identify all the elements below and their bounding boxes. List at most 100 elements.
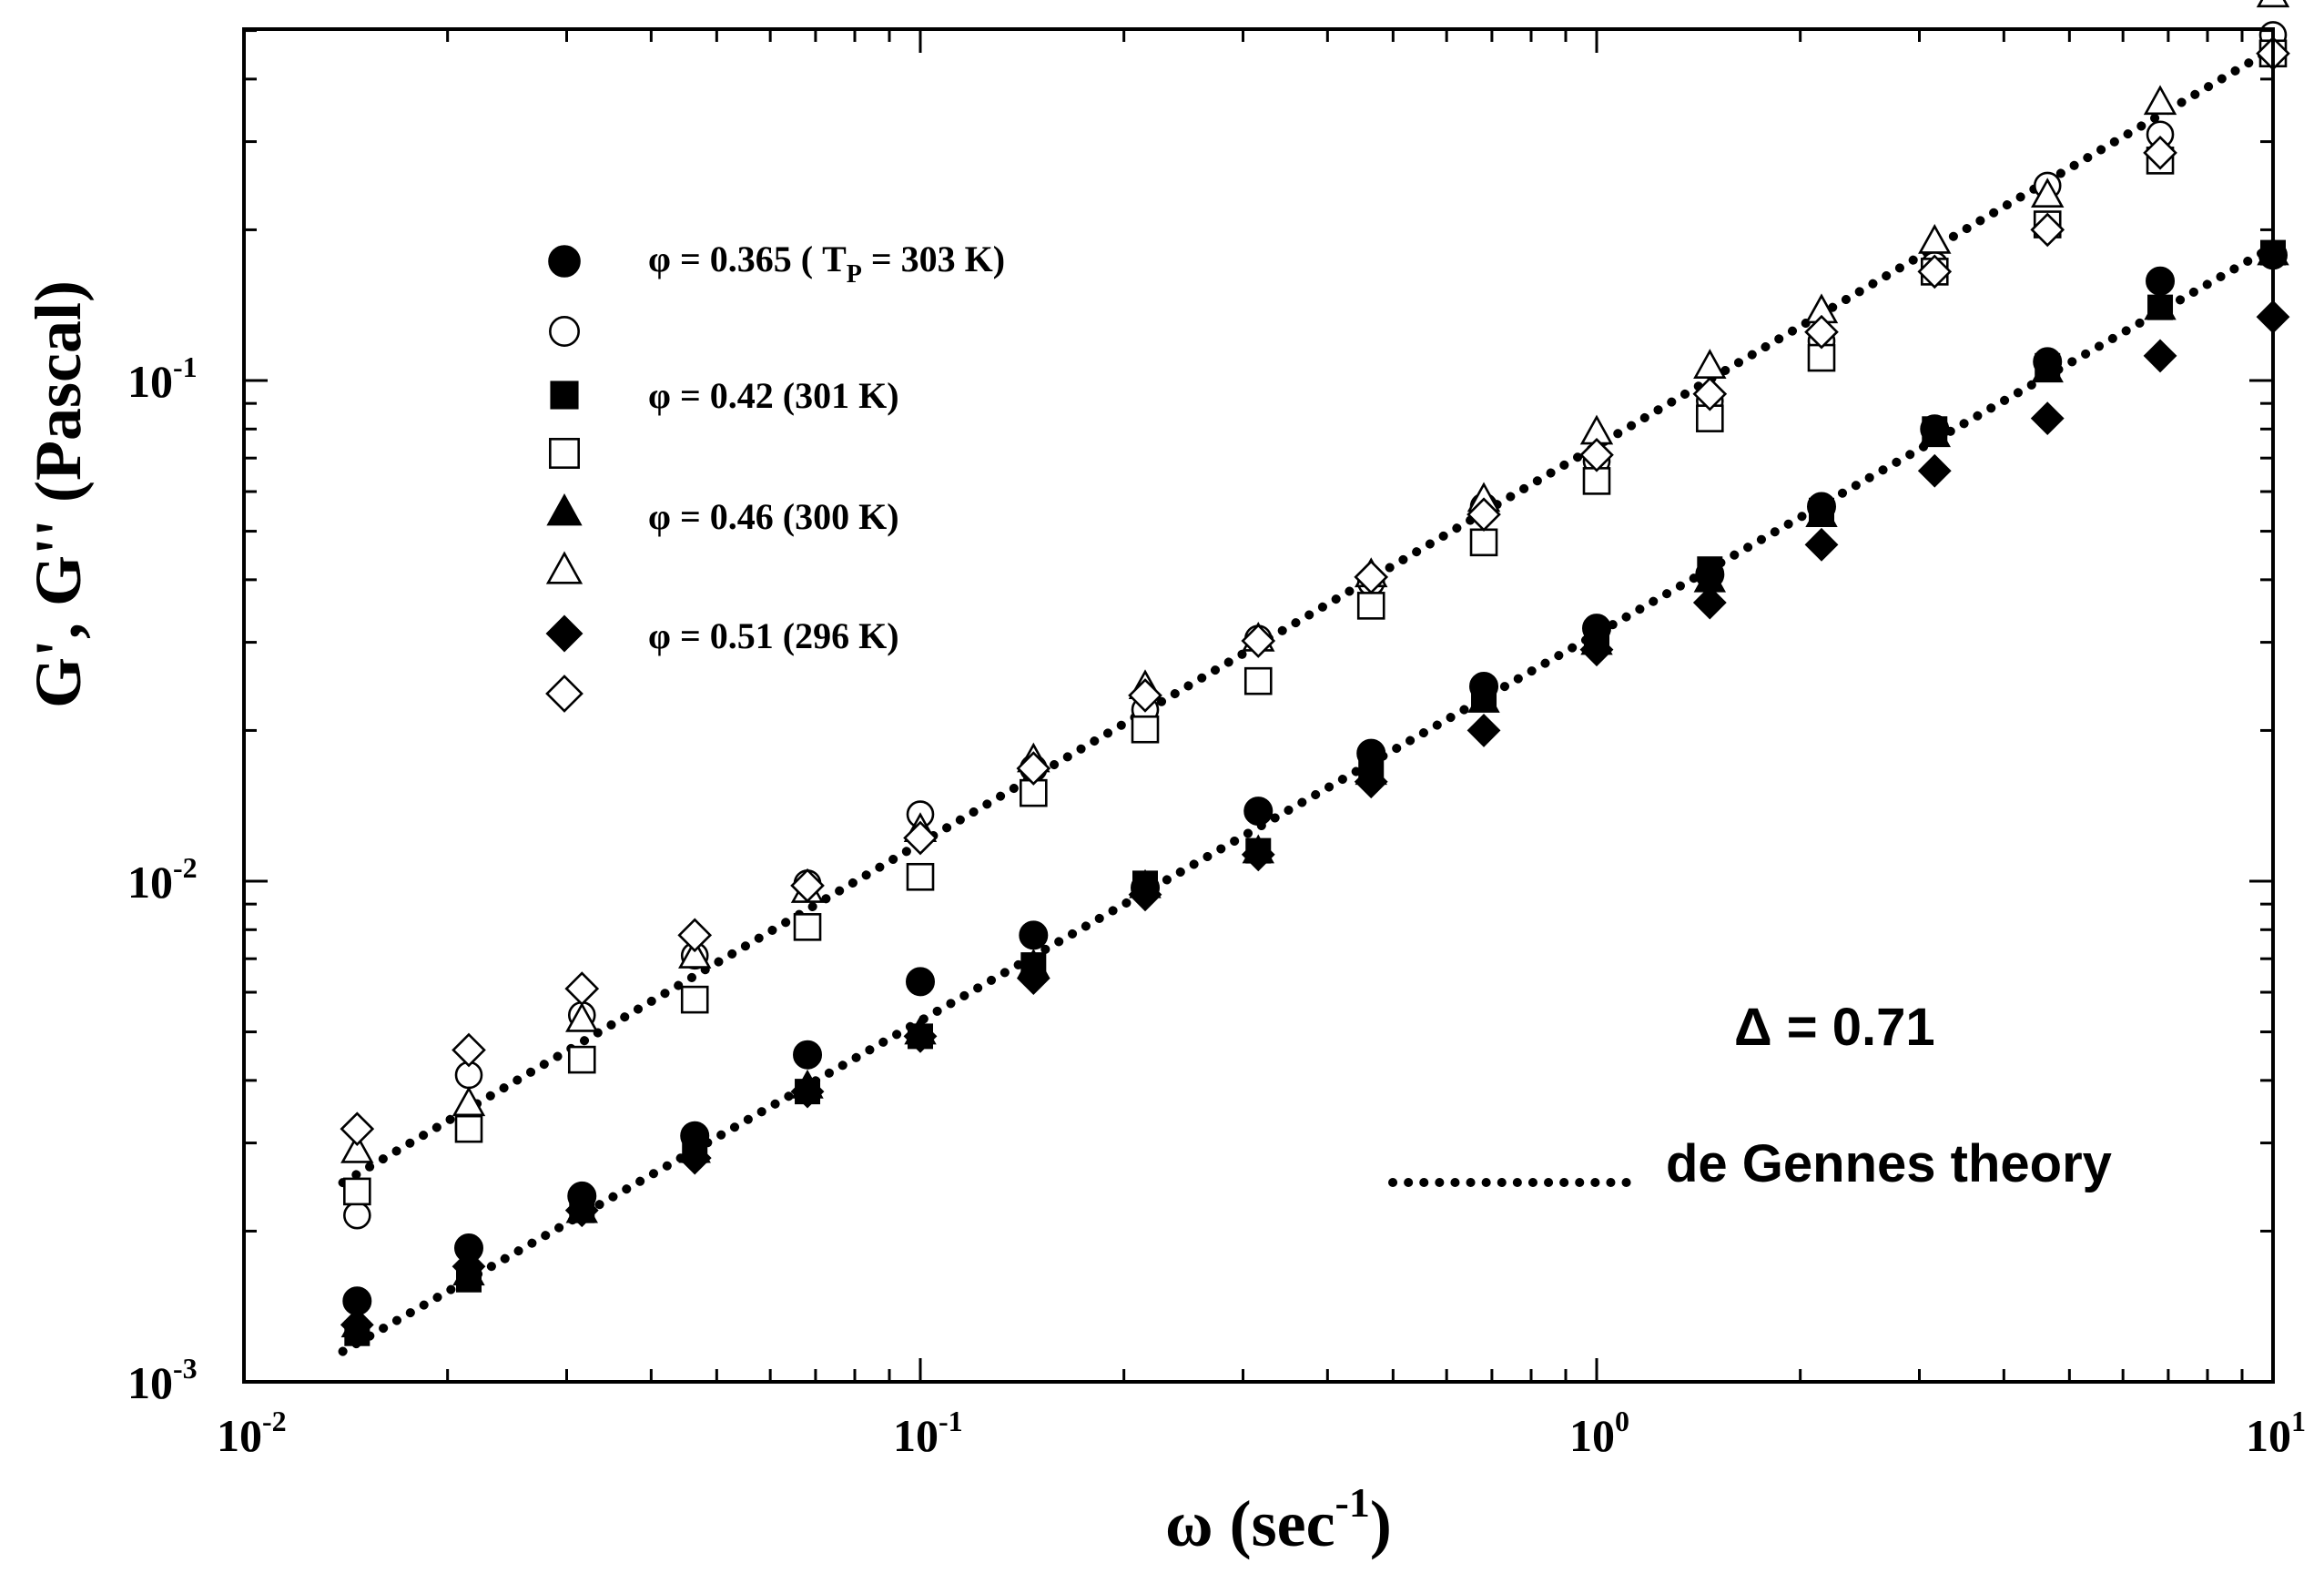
data-point: [677, 1141, 712, 1175]
plot-frame: [242, 27, 2275, 1384]
data-point: [2143, 339, 2177, 373]
x-tick-label: 10-1: [893, 1405, 963, 1461]
data-point: [2144, 290, 2177, 320]
legend-entry-2: φ = 0.42 (301 K): [648, 375, 899, 416]
legend-marker-7: [545, 675, 584, 713]
legend-marker-5: [545, 551, 584, 584]
data-point: [1466, 497, 1501, 533]
theory-line-0: [338, 44, 2278, 1188]
data-point: [1016, 751, 1051, 786]
y-tick-label: 10-1: [127, 350, 198, 407]
data-point: [1917, 453, 1952, 488]
tick-labels: 10-2 10-1 100 101 10-3 10-2 10-1: [127, 350, 2306, 1461]
series-5: [340, 0, 2290, 1163]
data-point: [452, 1086, 486, 1117]
data-point: [793, 913, 822, 941]
legend-entry-0: φ = 0.365 ( TP = 303 K): [648, 238, 1005, 289]
data-point: [565, 1001, 599, 1032]
data-point: [1467, 683, 1500, 713]
data-point: [2143, 135, 2177, 170]
legend-entry-6: φ = 0.51 (296 K): [648, 615, 899, 656]
data-point: [1579, 437, 1614, 472]
data-point: [906, 862, 935, 891]
data-point: [1805, 498, 1838, 527]
data-point: [1804, 527, 1839, 562]
data-point: [790, 1074, 825, 1109]
data-point: [2031, 178, 2065, 208]
legend-markers: [545, 245, 584, 713]
x-tick-label: 101: [2246, 1405, 2306, 1461]
x-axis-title: ω (sec-1): [1165, 1479, 1392, 1560]
delta-annotation: Δ = 0.71: [1734, 998, 1935, 1057]
data-point: [2256, 0, 2290, 8]
y-tick-label: 10-3: [127, 1352, 198, 1408]
data-point: [452, 1249, 486, 1284]
legend-marker-4: [546, 493, 583, 526]
legend-marker-6: [545, 614, 584, 653]
data-point: [1019, 920, 1049, 950]
data-point: [2030, 401, 2065, 436]
data-point: [1918, 418, 1951, 448]
data-point: [567, 1045, 596, 1074]
series-6: [340, 299, 2290, 1342]
data-point: [340, 1111, 375, 1147]
legend-marker-3: [549, 438, 580, 469]
data-point: [1918, 224, 1952, 254]
data-point: [1356, 592, 1385, 620]
series-1: [343, 21, 2288, 1230]
data-point: [1579, 633, 1614, 667]
series-7: [340, 36, 2290, 1147]
data-point: [1466, 714, 1501, 747]
data-point: [2030, 212, 2065, 248]
data-point: [1131, 715, 1160, 744]
legend-marker-1: [549, 316, 580, 347]
data-point: [454, 1114, 483, 1143]
y-tick-label: 10-2: [127, 851, 198, 908]
data-point: [1243, 797, 1274, 827]
data-point: [1128, 878, 1162, 912]
x-tick-label: 100: [1569, 1405, 1629, 1461]
data-point: [1804, 314, 1839, 350]
data-point: [1693, 349, 1727, 379]
data-point: [903, 820, 938, 856]
y-axis-title: G', G'' (Pascal): [22, 280, 95, 708]
theory-legend-label: de Gennes theory: [1666, 1134, 2112, 1193]
data-point: [680, 985, 709, 1014]
legend: φ = 0.365 ( TP = 303 K) φ = 0.42 (301 K)…: [545, 238, 1005, 713]
data-point: [1692, 376, 1728, 411]
data-point: [1917, 254, 1953, 289]
data-point: [1582, 467, 1611, 495]
data-point: [2143, 85, 2177, 116]
data-points: [340, 0, 2290, 1346]
data-point: [1692, 585, 1727, 620]
data-point: [564, 971, 600, 1006]
data-point: [340, 1307, 374, 1342]
theory-lines: [338, 44, 2278, 1356]
data-point: [340, 1133, 374, 1163]
legend-entry-4: φ = 0.46 (300 K): [648, 496, 899, 537]
data-point: [1469, 528, 1498, 557]
axis-ticks: [242, 29, 2275, 1384]
legend-marker-2: [550, 381, 579, 410]
data-point: [903, 1019, 938, 1053]
data-point: [906, 967, 935, 997]
data-point: [1354, 765, 1388, 799]
legend-marker-0: [548, 245, 581, 278]
data-point: [564, 1193, 599, 1228]
data-point: [2146, 266, 2176, 296]
data-point: [678, 939, 712, 969]
data-point: [677, 918, 713, 953]
data-point: [1128, 678, 1162, 713]
data-point: [1016, 961, 1050, 996]
data-point: [452, 1032, 486, 1068]
data-point: [1241, 837, 1275, 872]
x-tick-label: 10-2: [217, 1405, 287, 1461]
data-point: [793, 1040, 823, 1070]
data-point: [1241, 624, 1276, 658]
data-point: [2031, 353, 2064, 383]
data-point: [343, 1201, 371, 1230]
data-point: [790, 868, 825, 903]
data-point: [1354, 560, 1389, 594]
theory-line-1: [338, 242, 2278, 1356]
